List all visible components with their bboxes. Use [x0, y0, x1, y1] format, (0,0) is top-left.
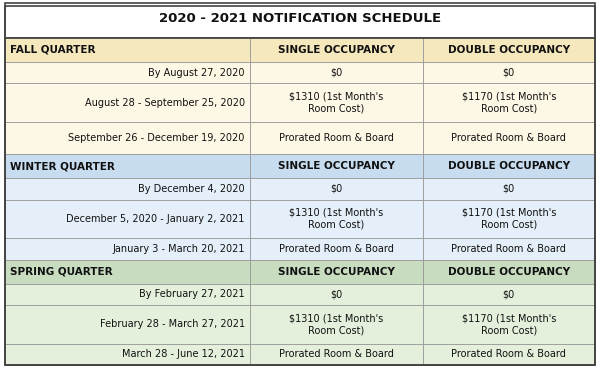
Text: Prorated Room & Board: Prorated Room & Board — [451, 244, 566, 254]
Text: SINGLE OCCUPANCY: SINGLE OCCUPANCY — [278, 266, 395, 276]
Text: DOUBLE OCCUPANCY: DOUBLE OCCUPANCY — [448, 161, 570, 171]
Text: SINGLE OCCUPANCY: SINGLE OCCUPANCY — [278, 161, 395, 171]
Text: $1170 (1st Month's
Room Cost): $1170 (1st Month's Room Cost) — [461, 208, 556, 230]
Text: $0: $0 — [330, 68, 343, 78]
Bar — [5, 343, 250, 365]
Bar — [250, 178, 423, 199]
Bar — [250, 238, 423, 259]
Text: DOUBLE OCCUPANCY: DOUBLE OCCUPANCY — [448, 45, 570, 55]
Bar — [423, 199, 595, 238]
Bar — [250, 343, 423, 365]
Text: $1310 (1st Month's
Room Cost): $1310 (1st Month's Room Cost) — [289, 208, 383, 230]
Text: $0: $0 — [503, 289, 515, 299]
Bar — [5, 38, 250, 62]
Text: $0: $0 — [503, 68, 515, 78]
Bar — [423, 238, 595, 259]
Bar — [423, 259, 595, 284]
Bar — [5, 122, 250, 154]
Bar — [423, 343, 595, 365]
Text: Prorated Room & Board: Prorated Room & Board — [279, 349, 394, 359]
Text: $0: $0 — [330, 289, 343, 299]
Bar — [5, 259, 250, 284]
Text: Prorated Room & Board: Prorated Room & Board — [451, 349, 566, 359]
Text: SINGLE OCCUPANCY: SINGLE OCCUPANCY — [278, 45, 395, 55]
Bar — [250, 284, 423, 305]
Bar — [423, 178, 595, 199]
Text: 2020 - 2021 NOTIFICATION SCHEDULE: 2020 - 2021 NOTIFICATION SCHEDULE — [159, 13, 441, 25]
Text: February 28 - March 27, 2021: February 28 - March 27, 2021 — [100, 319, 245, 329]
Text: $1170 (1st Month's
Room Cost): $1170 (1st Month's Room Cost) — [461, 92, 556, 113]
Bar — [423, 62, 595, 84]
Bar — [423, 284, 595, 305]
Text: SPRING QUARTER: SPRING QUARTER — [10, 266, 113, 276]
Bar — [250, 259, 423, 284]
Bar — [5, 178, 250, 199]
Bar — [5, 199, 250, 238]
Bar — [5, 154, 250, 178]
Text: Prorated Room & Board: Prorated Room & Board — [279, 133, 394, 143]
Text: $1310 (1st Month's
Room Cost): $1310 (1st Month's Room Cost) — [289, 314, 383, 335]
Bar — [5, 6, 595, 38]
Text: $1310 (1st Month's
Room Cost): $1310 (1st Month's Room Cost) — [289, 92, 383, 113]
Text: December 5, 2020 - January 2, 2021: December 5, 2020 - January 2, 2021 — [67, 214, 245, 224]
Text: August 28 - September 25, 2020: August 28 - September 25, 2020 — [85, 98, 245, 108]
Bar — [250, 199, 423, 238]
Bar — [250, 38, 423, 62]
Bar — [423, 84, 595, 122]
Bar — [250, 154, 423, 178]
Text: By August 27, 2020: By August 27, 2020 — [148, 68, 245, 78]
Bar — [5, 305, 250, 343]
Bar — [5, 38, 595, 365]
Text: March 28 - June 12, 2021: March 28 - June 12, 2021 — [122, 349, 245, 359]
Text: September 26 - December 19, 2020: September 26 - December 19, 2020 — [68, 133, 245, 143]
Bar — [250, 305, 423, 343]
Text: WINTER QUARTER: WINTER QUARTER — [10, 161, 115, 171]
Text: Prorated Room & Board: Prorated Room & Board — [451, 133, 566, 143]
Bar — [250, 122, 423, 154]
Bar — [5, 84, 250, 122]
Text: DOUBLE OCCUPANCY: DOUBLE OCCUPANCY — [448, 266, 570, 276]
Bar — [423, 38, 595, 62]
Bar — [423, 122, 595, 154]
Text: $0: $0 — [503, 184, 515, 194]
Text: $1170 (1st Month's
Room Cost): $1170 (1st Month's Room Cost) — [461, 314, 556, 335]
Bar — [250, 62, 423, 84]
Bar — [250, 84, 423, 122]
Bar — [5, 284, 250, 305]
Bar — [5, 62, 250, 84]
Bar — [423, 154, 595, 178]
Text: $0: $0 — [330, 184, 343, 194]
Text: January 3 - March 20, 2021: January 3 - March 20, 2021 — [112, 244, 245, 254]
Text: FALL QUARTER: FALL QUARTER — [10, 45, 95, 55]
Text: Prorated Room & Board: Prorated Room & Board — [279, 244, 394, 254]
Bar — [423, 305, 595, 343]
Bar — [5, 238, 250, 259]
Text: By February 27, 2021: By February 27, 2021 — [139, 289, 245, 299]
Text: By December 4, 2020: By December 4, 2020 — [138, 184, 245, 194]
